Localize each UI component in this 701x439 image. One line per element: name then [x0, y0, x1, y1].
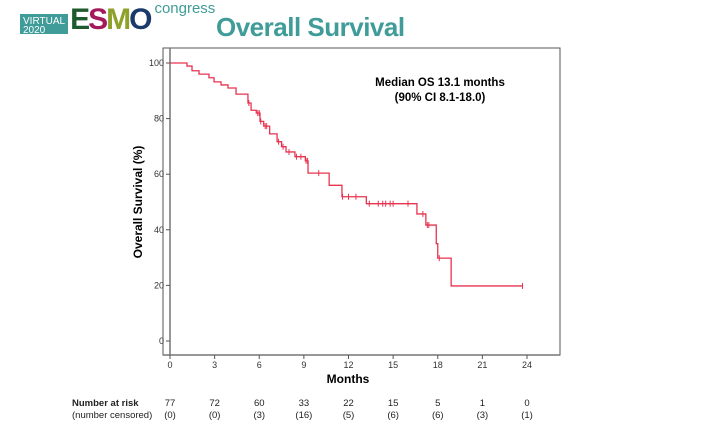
x-tick-label: 9 — [301, 360, 306, 370]
censored-table-label: (number censored) — [72, 410, 153, 421]
number-censored: (0) — [208, 410, 221, 421]
x-tick-label: 12 — [343, 360, 353, 370]
x-tick-label: 3 — [212, 360, 217, 370]
survival-curve — [170, 62, 523, 287]
logo-virtual-text: VIRTUAL — [23, 16, 66, 27]
risk-table-label: Number at risk — [72, 398, 139, 409]
number-censored: (5) — [342, 410, 355, 421]
y-tick-label: 40 — [154, 225, 164, 235]
x-tick-label: 0 — [167, 360, 172, 370]
y-tick-label: 20 — [154, 280, 164, 290]
logo-esmo: ESMO — [70, 3, 152, 36]
number-censored: (1) — [521, 410, 533, 421]
y-tick-label: 0 — [159, 336, 164, 346]
y-tick-label: 60 — [154, 169, 164, 179]
number-censored: (3) — [476, 410, 489, 421]
x-tick-label: 18 — [433, 360, 443, 370]
number-at-risk: 60 — [253, 398, 265, 409]
logo-congress: congress — [154, 0, 216, 17]
x-tick-label: 21 — [477, 360, 487, 370]
x-axis-label: Months — [327, 372, 370, 386]
logo-year-text: 2020 — [23, 25, 46, 36]
y-tick-label: 100 — [149, 58, 164, 68]
number-at-risk: 72 — [209, 398, 220, 409]
number-at-risk: 5 — [435, 398, 441, 409]
logo-virtual-badge: VIRTUAL 2020 — [20, 14, 69, 36]
number-censored: (6) — [431, 410, 444, 421]
esmo-logo: VIRTUAL 2020 ESMO congress — [20, 0, 215, 36]
number-censored: (0) — [164, 410, 176, 421]
number-at-risk: 77 — [164, 398, 176, 409]
number-censored: (6) — [387, 410, 399, 421]
y-tick-label: 80 — [154, 114, 164, 124]
number-at-risk: 15 — [387, 398, 399, 409]
number-at-risk: 33 — [298, 398, 310, 409]
y-axis-label: Overall Survival (%) — [131, 146, 145, 259]
plot-frame — [162, 47, 561, 356]
median-os-annotation: Median OS 13.1 months — [375, 77, 505, 89]
page-title: Overall Survival — [216, 12, 405, 42]
x-tick-label: 24 — [522, 360, 532, 370]
number-censored: (3) — [253, 410, 266, 421]
number-at-risk: 0 — [524, 398, 530, 409]
x-tick-label: 15 — [388, 360, 398, 370]
number-at-risk: 1 — [479, 398, 486, 409]
ci-annotation: (90% CI 8.1-18.0) — [395, 92, 486, 104]
number-censored: (16) — [295, 410, 313, 421]
number-at-risk: 22 — [343, 398, 354, 409]
x-tick-label: 6 — [257, 360, 262, 370]
